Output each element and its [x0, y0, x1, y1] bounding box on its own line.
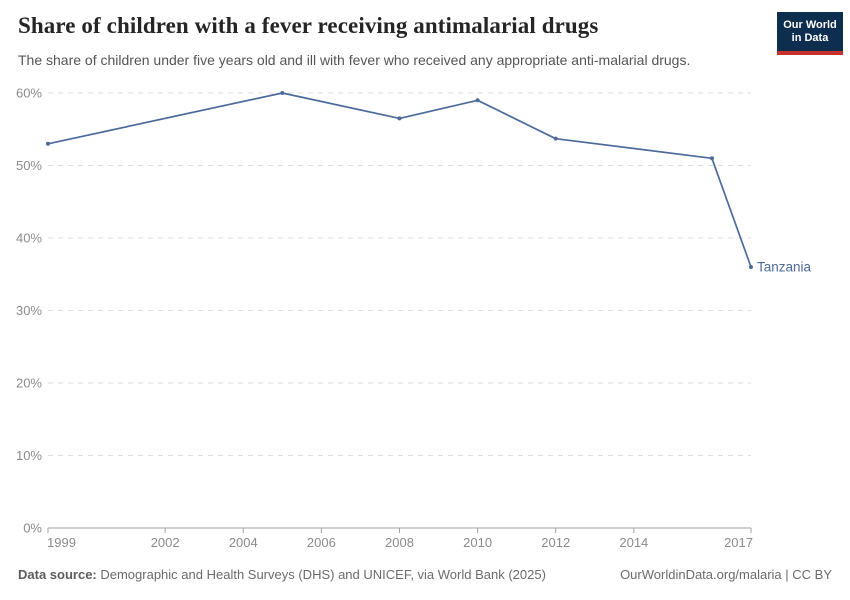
- data-source-text: Demographic and Health Surveys (DHS) and…: [96, 567, 546, 582]
- chart-subtitle: The share of children under five years o…: [18, 52, 691, 68]
- data-point-marker: [46, 141, 50, 146]
- data-source-label: Data source:: [18, 567, 97, 582]
- y-axis-tick-label: 40%: [16, 231, 42, 246]
- x-axis-tick-label: 2004: [229, 535, 258, 550]
- y-axis-tick-label: 10%: [16, 448, 42, 463]
- data-point-marker: [749, 265, 753, 269]
- owid-logo-line2: in Data: [791, 32, 829, 44]
- y-axis-tick-label: 50%: [16, 158, 42, 173]
- data-point-marker: [475, 98, 480, 103]
- x-axis-tick-label: 2006: [307, 535, 336, 550]
- owid-logo: Our World in Data: [777, 12, 843, 55]
- owid-footer-link[interactable]: OurWorldinData.org/malaria | CC BY: [620, 567, 832, 582]
- chart-footer: Data source: Demographic and Health Surv…: [18, 567, 832, 582]
- chart-title: Share of children with a fever receiving…: [18, 13, 599, 38]
- y-axis-tick-label: 0%: [23, 521, 42, 536]
- y-axis-tick-label: 60%: [16, 86, 42, 101]
- x-axis-tick-label: 1999: [47, 535, 76, 550]
- data-point-marker: [553, 136, 558, 141]
- y-axis-tick-label: 20%: [16, 376, 42, 391]
- data-point-marker: [397, 116, 402, 121]
- data-point-marker: [709, 156, 714, 161]
- series-entity-label: Tanzania: [757, 260, 812, 275]
- x-axis-tick-label: 2008: [385, 535, 414, 550]
- chart-svg: 0% 10% 20% 30% 40% 50% 60% 1999 2002 2004 2006 2008…: [16, 86, 812, 551]
- data-source-note: Data source: Demographic and Health Surv…: [18, 567, 546, 582]
- y-axis-tick-label: 30%: [16, 303, 42, 318]
- x-axis-tick-label: 2012: [541, 535, 570, 550]
- x-axis-tick-label: 2014: [619, 535, 648, 550]
- line-chart-plot-area: 0% 10% 20% 30% 40% 50% 60% 1999 2002 2004 2006 2008…: [0, 72, 850, 556]
- x-axis-tick-label: 2010: [463, 535, 492, 550]
- x-axis-tick-label: 2017: [724, 535, 753, 550]
- x-axis-tick-label: 2002: [151, 535, 180, 550]
- data-point-marker: [280, 91, 285, 95]
- owid-logo-line1: Our World: [783, 19, 837, 31]
